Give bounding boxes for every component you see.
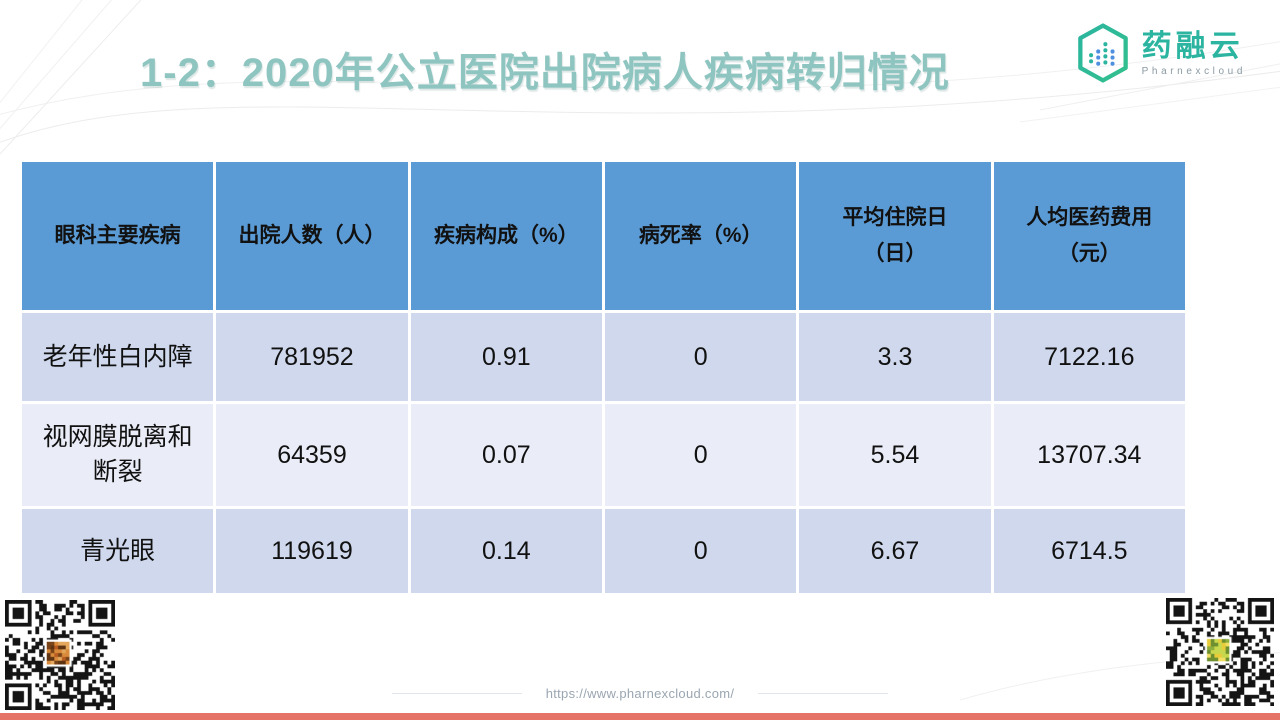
cell-avg-stay: 5.54	[799, 404, 991, 506]
cell-discharges: 64359	[216, 404, 408, 506]
cell-avg-cost: 7122.16	[993, 313, 1185, 401]
footer-right-rule	[758, 693, 889, 694]
footer: https://www.pharnexcloud.com/	[0, 686, 1280, 701]
slide-title: 1-2：2020年公立医院出院病人疾病转归情况	[140, 51, 950, 95]
cell-avg-stay: 3.3	[799, 313, 991, 401]
qr-code-left	[5, 600, 115, 710]
brand-logo: 药融云 Pharnexcloud	[1074, 22, 1246, 84]
cell-avg-cost: 13707.34	[993, 404, 1185, 506]
brand-name: 药融云	[1141, 29, 1244, 63]
col-header-disease: 眼科主要疾病	[22, 162, 214, 310]
qr-code-right	[1166, 598, 1274, 706]
brand-subtitle: Pharnexcloud	[1141, 65, 1246, 77]
cell-mortality: 0	[604, 404, 797, 506]
cell-avg-stay: 6.67	[799, 509, 991, 593]
disease-outcome-table: 眼科主要疾病 出院人数（人） 疾病构成（%） 病死率（%） 平均住院日 （日） …	[22, 162, 1185, 593]
hexagon-bar-chart-logo-icon	[1077, 23, 1128, 83]
cell-avg-cost: 6714.5	[993, 509, 1185, 593]
col-header-mortality: 病死率（%）	[604, 162, 797, 310]
cell-composition: 0.91	[410, 313, 602, 401]
cell-disease: 老年性白内障	[22, 313, 214, 401]
col-header-avg-cost: 人均医药费用 （元）	[993, 162, 1185, 310]
cell-discharges: 119619	[216, 509, 408, 593]
bottom-accent-bar	[0, 713, 1280, 720]
cell-composition: 0.07	[410, 404, 602, 506]
col-header-discharges: 出院人数（人）	[216, 162, 408, 310]
cell-mortality: 0	[604, 313, 797, 401]
col-header-avg-stay: 平均住院日 （日）	[799, 162, 991, 310]
cell-disease: 视网膜脱离和断裂	[22, 404, 214, 506]
cell-disease: 青光眼	[22, 509, 214, 593]
footer-left-rule	[391, 693, 522, 694]
footer-url: https://www.pharnexcloud.com/	[545, 686, 735, 701]
col-header-composition: 疾病构成（%）	[410, 162, 602, 310]
cell-composition: 0.14	[410, 509, 602, 593]
cell-mortality: 0	[604, 509, 797, 593]
cell-discharges: 781952	[216, 313, 408, 401]
